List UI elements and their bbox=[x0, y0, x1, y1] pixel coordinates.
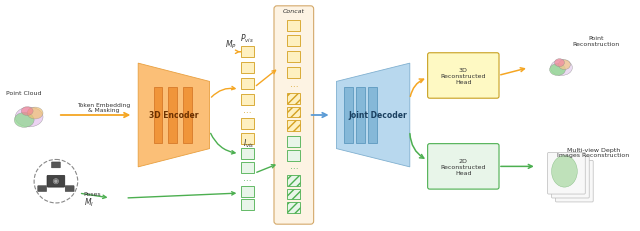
FancyBboxPatch shape bbox=[47, 176, 65, 187]
Text: Poses: Poses bbox=[84, 191, 101, 196]
Bar bbox=[287, 107, 300, 118]
Ellipse shape bbox=[54, 179, 58, 183]
Ellipse shape bbox=[14, 113, 34, 128]
Ellipse shape bbox=[52, 178, 60, 185]
FancyBboxPatch shape bbox=[556, 161, 593, 202]
Bar bbox=[367, 88, 376, 143]
Ellipse shape bbox=[21, 107, 33, 116]
Text: $P_{vis}$: $P_{vis}$ bbox=[240, 33, 254, 45]
Text: Point
Reconstruction: Point Reconstruction bbox=[573, 36, 620, 47]
Bar bbox=[287, 203, 300, 213]
Bar bbox=[241, 200, 253, 210]
Polygon shape bbox=[337, 64, 410, 167]
FancyBboxPatch shape bbox=[274, 7, 314, 224]
Text: ···: ··· bbox=[243, 109, 252, 118]
Bar bbox=[287, 21, 300, 31]
FancyBboxPatch shape bbox=[428, 144, 499, 189]
Text: 2D
Reconstructed
Head: 2D Reconstructed Head bbox=[440, 158, 486, 175]
FancyBboxPatch shape bbox=[428, 54, 499, 99]
Text: Multi-view Depth
Images Reconstruction: Multi-view Depth Images Reconstruction bbox=[557, 147, 629, 158]
Bar bbox=[287, 68, 300, 79]
Bar bbox=[241, 79, 253, 89]
FancyBboxPatch shape bbox=[65, 186, 74, 192]
Ellipse shape bbox=[559, 61, 570, 70]
Text: Joint Decoder: Joint Decoder bbox=[349, 111, 408, 120]
Bar bbox=[287, 36, 300, 47]
Text: $M_I$: $M_I$ bbox=[84, 196, 93, 208]
Text: $M_P$: $M_P$ bbox=[225, 38, 236, 51]
Text: ···: ··· bbox=[289, 164, 298, 173]
Ellipse shape bbox=[550, 64, 565, 76]
Text: $I_{vis}$: $I_{vis}$ bbox=[243, 137, 255, 149]
FancyBboxPatch shape bbox=[51, 162, 60, 168]
Text: ···: ··· bbox=[289, 82, 298, 91]
Text: ···: ··· bbox=[243, 176, 252, 185]
FancyBboxPatch shape bbox=[552, 157, 589, 198]
Bar bbox=[287, 52, 300, 63]
Ellipse shape bbox=[559, 164, 585, 195]
Text: Token Embedding
& Masking: Token Embedding & Masking bbox=[77, 102, 130, 113]
Ellipse shape bbox=[27, 108, 43, 119]
Bar bbox=[241, 119, 253, 130]
Bar bbox=[241, 63, 253, 74]
Ellipse shape bbox=[552, 156, 577, 187]
Bar bbox=[287, 150, 300, 161]
Bar bbox=[287, 137, 300, 147]
Bar bbox=[241, 134, 253, 145]
Bar bbox=[168, 88, 177, 143]
Text: 3D
Reconstructed
Head: 3D Reconstructed Head bbox=[440, 68, 486, 84]
FancyBboxPatch shape bbox=[548, 153, 585, 194]
Text: Concat: Concat bbox=[283, 9, 305, 14]
Bar bbox=[287, 121, 300, 132]
Polygon shape bbox=[138, 64, 209, 167]
Bar bbox=[287, 175, 300, 186]
Bar bbox=[241, 186, 253, 197]
Bar bbox=[356, 88, 365, 143]
FancyBboxPatch shape bbox=[38, 186, 47, 192]
Bar bbox=[287, 93, 300, 104]
Text: 3D Encoder: 3D Encoder bbox=[149, 111, 198, 120]
Ellipse shape bbox=[556, 160, 581, 191]
Bar bbox=[241, 149, 253, 159]
Ellipse shape bbox=[550, 61, 572, 76]
Bar bbox=[183, 88, 192, 143]
Ellipse shape bbox=[554, 59, 564, 67]
Bar bbox=[344, 88, 353, 143]
Text: Point Cloud: Point Cloud bbox=[6, 91, 42, 96]
Ellipse shape bbox=[15, 108, 43, 127]
Bar bbox=[241, 47, 253, 58]
Bar bbox=[241, 94, 253, 105]
Bar bbox=[287, 189, 300, 200]
Bar bbox=[154, 88, 163, 143]
Bar bbox=[241, 162, 253, 173]
